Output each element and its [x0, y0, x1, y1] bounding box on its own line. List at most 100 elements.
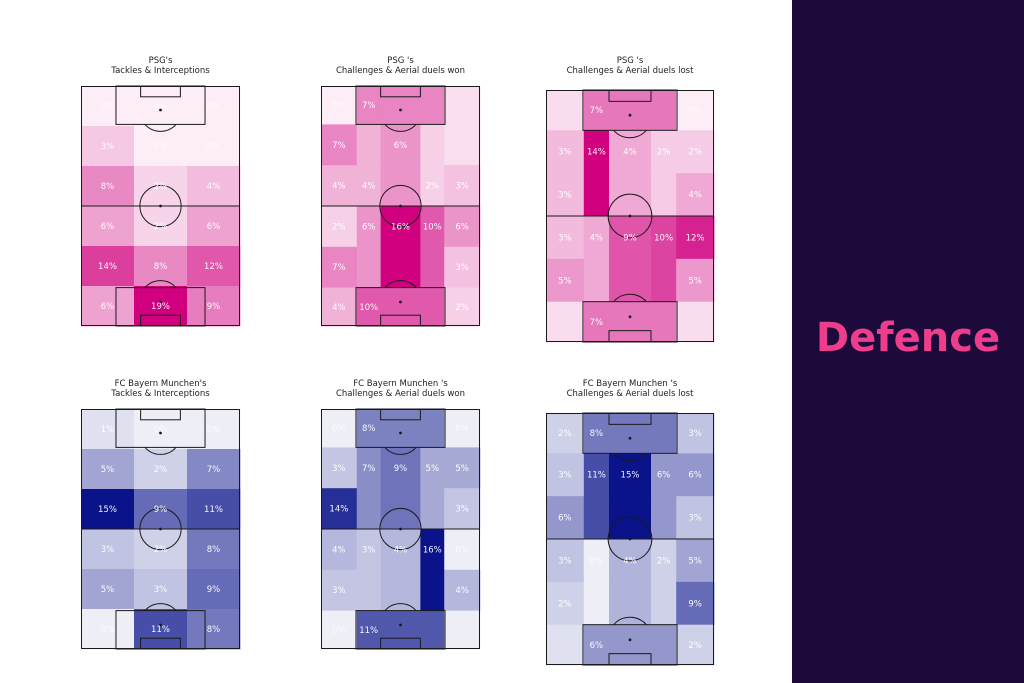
- cell-percent-label: 2%: [426, 182, 440, 192]
- heat-cell: [676, 130, 715, 174]
- heat-cell: [420, 409, 445, 448]
- heat-cell: [651, 581, 677, 626]
- panel-title-team: FC Bayern Munchen's: [114, 379, 207, 389]
- cell-percent-label: 6%: [657, 471, 671, 481]
- panel-title-team: PSG 's: [387, 56, 414, 66]
- cell-percent-label: 11%: [587, 471, 606, 481]
- cell-percent-label: 2%: [657, 556, 671, 566]
- heat-cell: [651, 90, 677, 131]
- heat-cell: [380, 86, 421, 125]
- penalty-arc-bottom: [613, 293, 647, 303]
- cell-percent-label: 2%: [154, 465, 168, 475]
- heat-cell: [546, 453, 585, 497]
- heat-cell: [420, 488, 445, 530]
- pitch-heatmap: 0% 8% 0% 3% 7% 9% 5% 5% 14% 3% 4% 3% 4% 16% 0% 3% 4% 0% 11…: [321, 408, 481, 650]
- heat-cell: [583, 496, 610, 540]
- heat-cell: [134, 126, 188, 167]
- penalty-arc-top: [384, 447, 417, 455]
- heat-cell: [651, 258, 677, 303]
- cell-percent-label: 4%: [332, 182, 346, 192]
- cell-percent-label: 2%: [332, 222, 346, 232]
- heat-cell: [609, 496, 652, 540]
- heat-cell: [187, 609, 241, 650]
- penalty-spot-top: [628, 436, 632, 440]
- cell-percent-label: 2%: [455, 303, 469, 313]
- heat-cell: [444, 246, 481, 288]
- heat-cell: [81, 609, 135, 650]
- penalty-spot-top: [399, 108, 402, 112]
- cell-percent-label: 6%: [455, 222, 469, 232]
- cell-percent-label: 15%: [98, 505, 117, 515]
- cell-percent-label: 9%: [623, 233, 637, 243]
- penalty-spot-top: [159, 431, 162, 435]
- penalty-spot-bottom: [628, 638, 632, 642]
- panel-title-team: FC Bayern Munchen 's: [353, 379, 448, 389]
- center-circle: [379, 184, 422, 228]
- heat-cell: [420, 569, 445, 611]
- heat-cell: [676, 216, 715, 260]
- cell-percent-label: 5%: [688, 556, 702, 566]
- heat-cell: [546, 624, 585, 666]
- cell-percent-label: 3%: [688, 514, 702, 524]
- cell-percent-label: 6%: [101, 302, 115, 312]
- heat-cell: [651, 301, 677, 343]
- pitch-heatmap: 7% 0% 3% 14% 4% 2% 2% 3% 4% 3% 4% 9% 10% 12% 5% 5% 7%: [546, 89, 715, 343]
- heat-cell: [546, 539, 585, 583]
- heat-cell: [444, 447, 481, 489]
- heat-cell: [546, 173, 585, 217]
- heat-cell: [420, 124, 445, 166]
- cell-percent-label: 4%: [688, 191, 702, 201]
- heat-cell: [444, 287, 481, 327]
- cell-percent-label: 3%: [455, 505, 469, 515]
- pitch-heatmap: 2% 8% 3% 3% 11% 15% 6% 6% 6% 3% 3% 0% 4% 2% 5% 2% 9% 6% 2%: [546, 412, 715, 666]
- cell-percent-label: 2%: [154, 545, 168, 555]
- penalty-arc-bottom: [613, 616, 647, 626]
- panel-title: PSG's Tackles & Interceptions: [61, 56, 260, 76]
- heat-cell: [651, 216, 677, 260]
- goal-box-top: [380, 408, 421, 421]
- heat-cell: [444, 124, 481, 166]
- cell-percent-label: 6%: [558, 514, 572, 524]
- penalty-spot-top: [628, 113, 632, 117]
- cell-percent-label: 3%: [558, 191, 572, 201]
- goal-box-top: [608, 412, 652, 425]
- side-title: Defence: [815, 315, 1001, 361]
- heat-cell: [676, 581, 715, 626]
- cell-percent-label: 0%: [207, 425, 221, 435]
- cell-percent-label: 7%: [207, 465, 221, 475]
- heat-cell: [546, 413, 585, 454]
- cell-percent-label: 1%: [101, 425, 115, 435]
- heat-cell: [583, 90, 610, 131]
- heat-cell: [676, 539, 715, 583]
- heat-cell: [420, 86, 445, 125]
- heat-cell: [187, 569, 241, 610]
- heat-cell: [676, 413, 715, 454]
- cell-percent-label: 2%: [688, 148, 702, 158]
- penalty-arc-bottom: [144, 603, 177, 611]
- heat-cell: [187, 286, 241, 327]
- cell-percent-label: 0%: [154, 142, 168, 152]
- pitch-heatmap: 0% 7% 7% 6% 4% 4% 2% 3% 2% 6% 16% 10% 6% 7% 3% 4% 10% 2%: [321, 85, 481, 327]
- center-spot: [399, 527, 402, 531]
- cell-percent-label: 8%: [207, 625, 221, 635]
- heat-cell: [187, 409, 241, 450]
- cell-percent-label: 2%: [154, 222, 168, 232]
- heat-cell: [187, 206, 241, 247]
- heat-cell: [546, 130, 585, 174]
- heat-cell: [321, 409, 358, 448]
- cell-percent-label: 15%: [621, 471, 640, 481]
- heat-cell: [81, 569, 135, 610]
- penalty-arc-top: [144, 447, 177, 455]
- heat-cell: [583, 130, 610, 174]
- goal-box-top: [140, 85, 181, 98]
- cell-percent-label: 5%: [101, 585, 115, 595]
- cell-percent-label: 4%: [362, 182, 376, 192]
- cell-percent-label: 2%: [558, 429, 572, 439]
- cell-percent-label: 7%: [332, 141, 346, 151]
- goal-box-bottom: [380, 637, 421, 650]
- cell-percent-label: 11%: [359, 626, 378, 636]
- panel-title-metric: Challenges & Aerial duels lost: [566, 66, 694, 76]
- heat-cell: [380, 246, 421, 288]
- cell-percent-label: 9%: [394, 464, 408, 474]
- heat-cell: [81, 489, 135, 530]
